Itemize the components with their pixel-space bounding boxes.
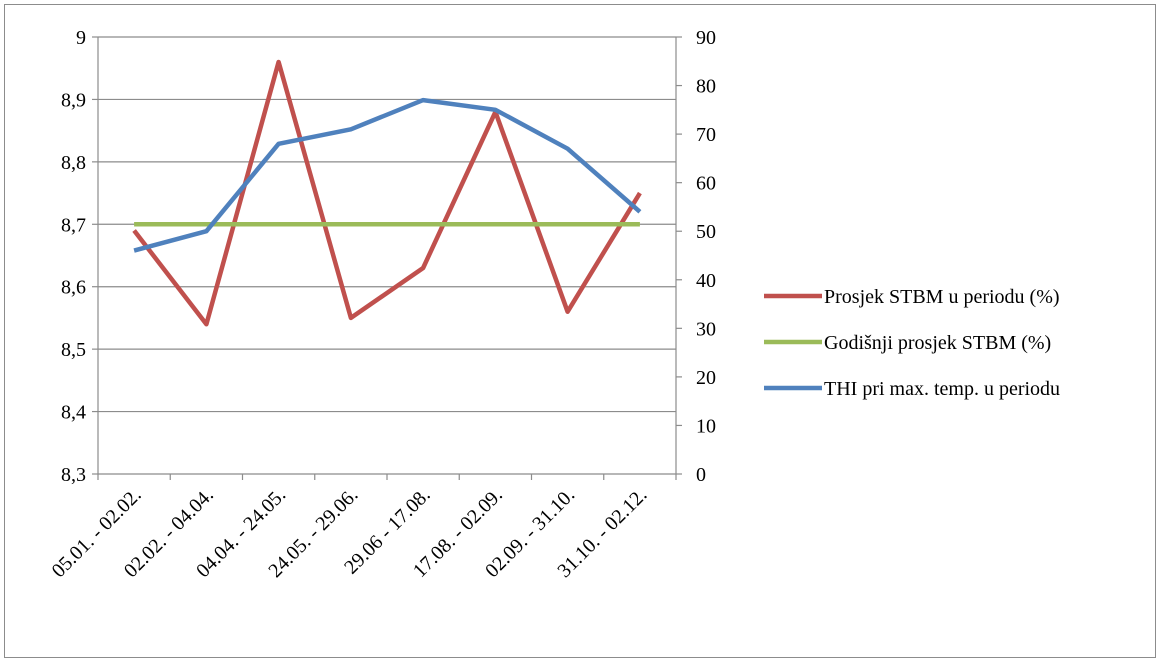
right-tick-label: 70 [696, 124, 716, 146]
gridlines [98, 36, 676, 413]
legend-label: THI pri max. temp. u periodu [824, 378, 1060, 400]
series-lines [132, 59, 642, 327]
legend: Prosjek STBM u periodu (%) Godišnji prosj… [764, 286, 1060, 400]
right-tick-label: 0 [696, 464, 706, 486]
legend-label: Prosjek STBM u periodu (%) [824, 286, 1060, 308]
left-axis-ticks: 8,3 8,4 8,5 8,6 8,7 8,8 8,9 9 [61, 27, 98, 486]
left-tick-label: 8,8 [61, 152, 86, 174]
chart-frame [4, 4, 1156, 658]
left-tick-label: 8,7 [61, 214, 86, 236]
left-tick-label: 8,4 [61, 402, 86, 424]
left-tick-label: 9 [76, 27, 86, 49]
x-axis-ticks: 05.01. - 02.02.02.02. - 04.04.04.04. - 2… [48, 474, 677, 582]
left-tick-label: 8,5 [61, 339, 86, 361]
right-axis-ticks: 0 10 20 30 40 50 60 70 80 90 [676, 27, 716, 486]
right-tick-label: 20 [696, 367, 716, 389]
series-line [133, 97, 642, 253]
series-line [132, 59, 642, 327]
left-tick-label: 8,9 [61, 89, 86, 111]
right-tick-label: 10 [696, 415, 716, 437]
right-tick-label: 40 [696, 270, 716, 292]
legend-label: Godišnji prosjek STBM (%) [824, 332, 1051, 354]
right-tick-label: 50 [696, 221, 716, 243]
left-tick-label: 8,3 [61, 464, 86, 486]
axes [97, 37, 677, 475]
right-tick-label: 30 [696, 318, 716, 340]
right-tick-label: 80 [696, 76, 716, 98]
right-tick-label: 90 [696, 27, 716, 49]
left-tick-label: 8,6 [61, 277, 86, 299]
right-tick-label: 60 [696, 173, 716, 195]
